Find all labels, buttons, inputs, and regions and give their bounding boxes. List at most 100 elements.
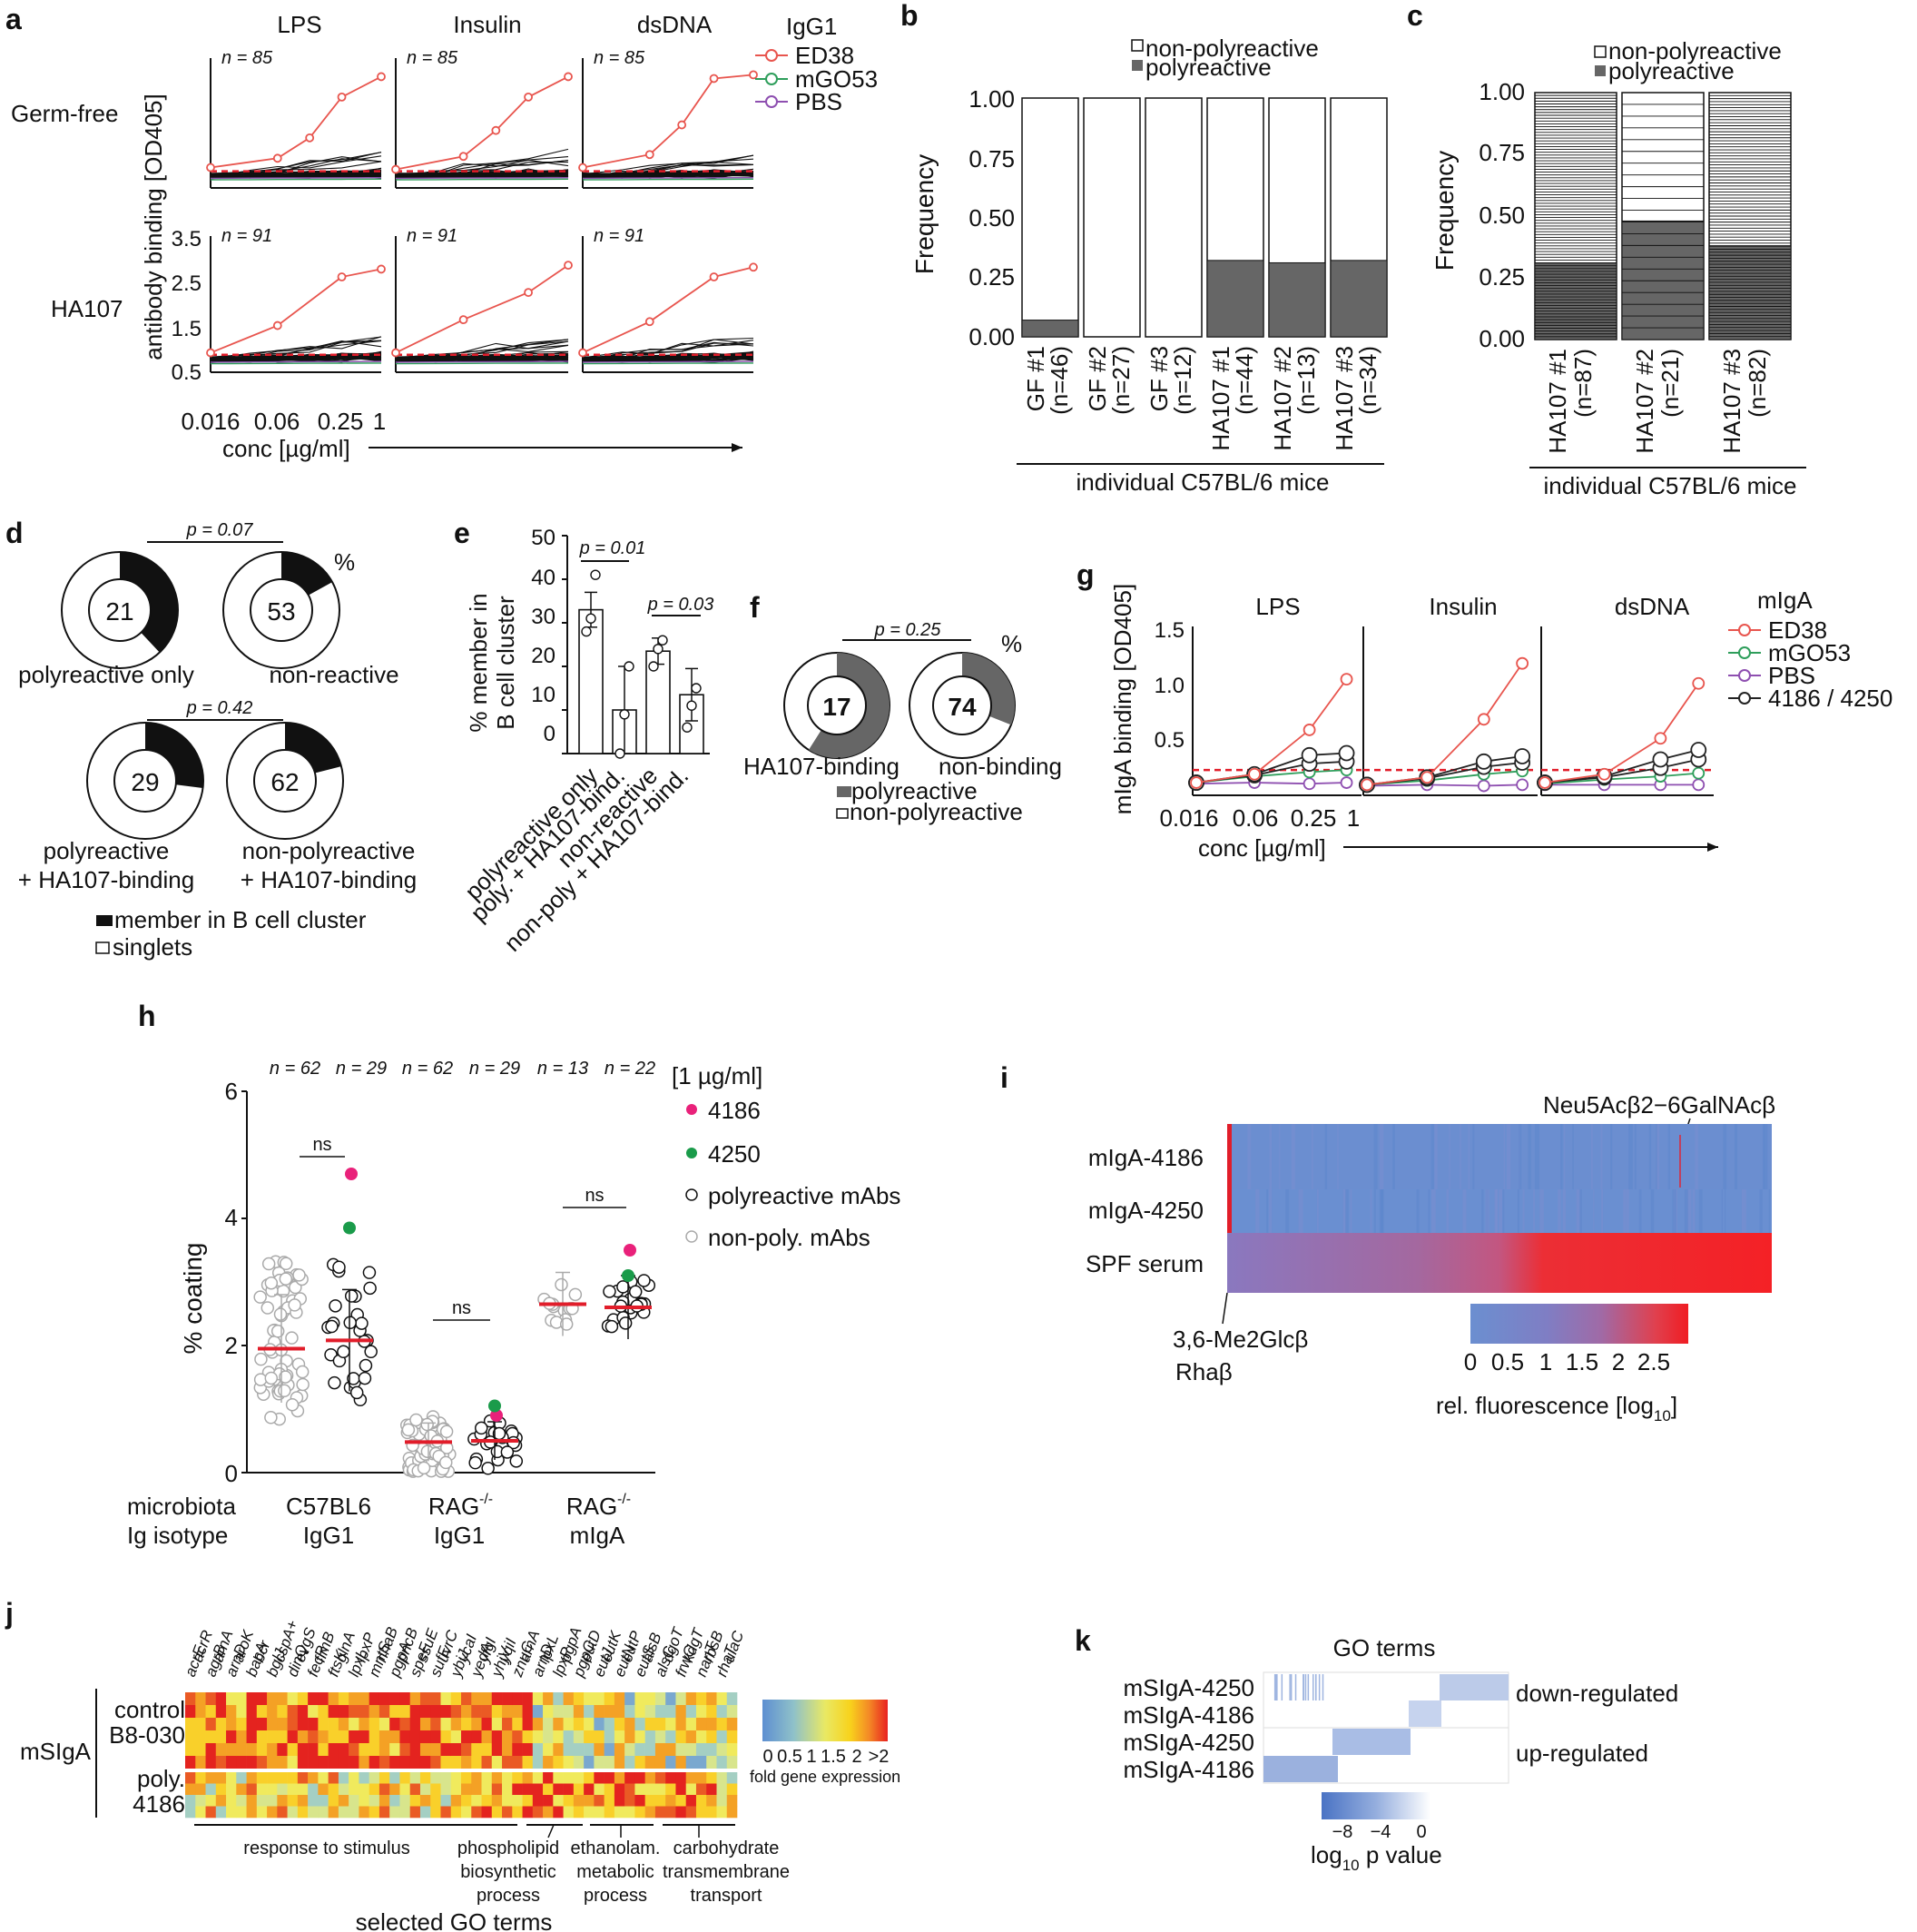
i-colorbar-ticks: 0 0.5 1 1.5 2 2.5	[1464, 1348, 1670, 1375]
k-stripe	[1314, 1674, 1317, 1700]
j-cell	[287, 1743, 299, 1757]
j-cell	[440, 1692, 452, 1706]
j-cell	[328, 1756, 339, 1769]
j-cell	[195, 1795, 206, 1807]
c-legend-swatch-nonpoly	[1594, 45, 1607, 58]
j-cell	[236, 1795, 247, 1807]
panel-d: p = 0.07 % 21 53 29 62 polyreactive only no…	[18, 520, 417, 961]
j-cell	[604, 1730, 615, 1744]
j-cell	[378, 1783, 390, 1796]
g-ytick: 1.5	[1155, 618, 1185, 643]
i-stripe	[1462, 1189, 1467, 1233]
h-highlight-4250	[343, 1221, 356, 1235]
j-cell	[369, 1692, 380, 1706]
j-cell	[185, 1756, 196, 1769]
i-stripe	[1266, 1189, 1269, 1233]
a-point-ed38	[524, 93, 533, 102]
d-p-value-bottom: p = 0.42	[186, 698, 253, 718]
j-cell	[563, 1772, 575, 1784]
j-go-term: process	[477, 1886, 540, 1906]
j-cell	[409, 1795, 421, 1807]
j-cell	[675, 1772, 687, 1784]
a-ytick: 1.5	[172, 317, 202, 341]
panel-letter-j: j	[5, 1597, 14, 1630]
j-cell	[430, 1806, 441, 1819]
j-cell	[624, 1783, 635, 1796]
j-cell	[399, 1795, 411, 1807]
j-cell	[359, 1806, 369, 1819]
h-point	[359, 1358, 373, 1373]
b-xtick: HA107 #3	[1331, 346, 1358, 451]
h-point	[628, 1285, 643, 1299]
a-line-pbs	[582, 360, 754, 363]
j-cell	[563, 1806, 575, 1819]
j-cell	[267, 1756, 278, 1769]
a-line-sample	[395, 156, 569, 175]
panel-j: acrEagrBarnDbacAbglJdinQfecRftsKlpxLmntS…	[20, 1618, 900, 1932]
g-x-axis-label: conc [µg/ml]	[1198, 834, 1326, 862]
j-cell	[614, 1692, 625, 1706]
i-stripe	[1638, 1189, 1642, 1233]
f-donuts: 17 74	[783, 652, 1016, 759]
j-cell	[461, 1692, 472, 1706]
h-point	[285, 1331, 299, 1345]
j-cell	[215, 1756, 227, 1769]
g-y-axis-label: mIgA binding [OD405]	[1109, 584, 1136, 814]
d-donut-value: 62	[270, 768, 299, 796]
i-stripe	[1481, 1189, 1484, 1233]
e-point	[686, 700, 697, 711]
a-point-ed38	[206, 163, 215, 172]
j-cell	[440, 1718, 452, 1731]
e-point	[624, 661, 634, 672]
g-point-ED38	[1361, 778, 1373, 792]
j-cell	[338, 1743, 349, 1757]
i-stripe	[1692, 1189, 1696, 1233]
i-stripe	[1698, 1189, 1703, 1233]
b-xtick-n: (n=13)	[1293, 346, 1320, 415]
g-point-ED38	[1248, 767, 1261, 781]
j-cell	[706, 1756, 717, 1769]
h-legend-title: [1 µg/ml]	[672, 1062, 762, 1089]
j-cell	[604, 1756, 615, 1769]
panel-c: non-polyreactive polyreactive Frequency …	[1430, 37, 1806, 499]
f-donut-label: non-binding	[939, 753, 1062, 780]
g-point-ED38	[1303, 724, 1316, 736]
h-series-poly	[321, 1257, 378, 1407]
i-row-label: SPF serum	[1086, 1250, 1204, 1277]
j-cell	[256, 1692, 268, 1706]
a-point-ed38	[564, 261, 573, 271]
j-cell	[584, 1730, 595, 1744]
j-cell	[553, 1718, 564, 1731]
j-cell	[297, 1756, 309, 1769]
h-point	[559, 1317, 574, 1331]
h-legend-marker-poly	[685, 1188, 698, 1201]
a-line-sample	[210, 152, 382, 174]
j-cell	[297, 1806, 309, 1819]
j-cell	[287, 1806, 299, 1819]
k-stripe	[1318, 1674, 1321, 1700]
j-cell	[359, 1783, 369, 1796]
g-legend-label: 4186 / 4250	[1768, 685, 1892, 712]
d-donut: 53	[222, 551, 340, 669]
j-cell	[419, 1730, 431, 1744]
j-cell	[185, 1705, 196, 1719]
d-donut-value: 29	[131, 768, 159, 796]
j-cell	[349, 1806, 359, 1819]
j-cell	[215, 1692, 227, 1706]
j-cell	[573, 1705, 585, 1719]
j-cell	[573, 1795, 585, 1807]
i-stripe	[1269, 1189, 1273, 1233]
j-cell	[471, 1718, 482, 1731]
j-cell	[563, 1756, 575, 1769]
b-x-axis-label: individual C57BL/6 mice	[1076, 468, 1330, 496]
j-cell	[195, 1783, 206, 1796]
k-stripe	[1273, 1674, 1276, 1700]
e-point	[590, 569, 601, 580]
f-donut-value: 74	[948, 693, 977, 721]
a-point-ed38	[564, 72, 573, 82]
j-cell	[594, 1756, 605, 1769]
i-stripe	[1684, 1189, 1688, 1233]
j-cell	[665, 1718, 676, 1731]
i-stripe	[1579, 1189, 1582, 1233]
i-stripe	[1593, 1189, 1595, 1233]
